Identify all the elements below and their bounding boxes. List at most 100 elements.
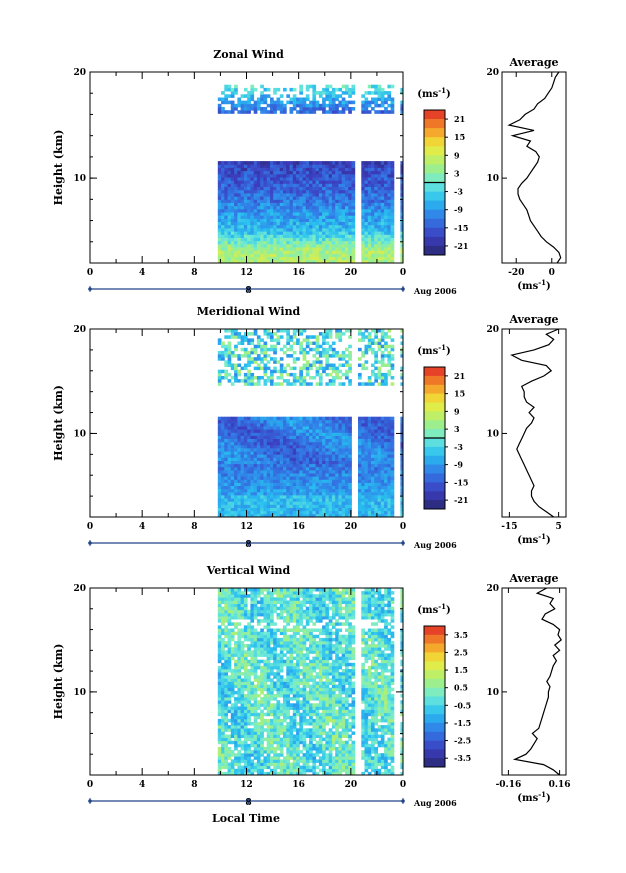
heatmap-cell <box>384 193 388 197</box>
heatmap-cell <box>247 662 251 667</box>
heatmap-cell <box>309 250 313 254</box>
heatmap-cell <box>292 107 297 111</box>
heatmap-cell <box>302 419 307 424</box>
heatmap-cell <box>358 495 362 499</box>
heatmap-cell <box>377 253 382 258</box>
heatmap-cell <box>240 495 245 499</box>
heatmap-cell <box>338 454 343 458</box>
heatmap-cell <box>253 186 258 191</box>
heatmap-cell <box>266 212 271 216</box>
heatmap-cell <box>247 460 251 465</box>
heatmap-cell <box>384 170 388 175</box>
heatmap-cell <box>221 438 225 443</box>
heatmap-cell <box>240 715 245 720</box>
heatmap-cell <box>217 173 222 178</box>
heatmap-cell <box>302 234 307 238</box>
heatmap-cell <box>299 247 303 251</box>
heatmap-cell <box>302 205 307 210</box>
heatmap-cell <box>270 218 274 222</box>
heatmap-cell <box>338 457 343 461</box>
heatmap-cell <box>270 479 274 483</box>
heatmap-cell <box>256 504 261 508</box>
heatmap-cell <box>371 432 375 436</box>
heatmap-cell <box>338 444 343 449</box>
heatmap-cell <box>390 218 395 222</box>
heatmap-cell <box>247 678 251 682</box>
heatmap-cell <box>322 369 326 374</box>
heatmap-cell <box>279 256 284 261</box>
heatmap-cell <box>351 256 356 261</box>
heatmap-cell <box>260 435 264 439</box>
heatmap-cell <box>400 100 404 105</box>
colorbar-label: -9 <box>454 460 463 470</box>
heatmap-cell <box>243 591 248 595</box>
heatmap-cell <box>253 382 258 386</box>
day-marker: 8 <box>245 286 251 296</box>
heatmap-cell <box>230 196 235 200</box>
heatmap-cell <box>380 423 385 427</box>
heatmap-cell <box>273 221 277 226</box>
heatmap-cell <box>380 186 385 191</box>
heatmap-cell <box>305 416 310 421</box>
heatmap-cell <box>322 479 326 483</box>
heatmap-cell <box>400 170 404 175</box>
heatmap-cell <box>302 329 307 333</box>
heatmap-cell <box>390 250 395 254</box>
heatmap-cell <box>387 240 392 245</box>
heatmap-cell <box>283 237 287 242</box>
heatmap-cell <box>387 205 392 210</box>
heatmap-cell <box>266 202 271 207</box>
heatmap-cell <box>348 429 352 433</box>
heatmap-cell <box>384 215 388 219</box>
heatmap-cell <box>260 432 264 436</box>
heatmap-cell <box>292 332 297 336</box>
heatmap-cell <box>305 103 310 108</box>
heatmap-cell <box>283 369 287 374</box>
heatmap-cell <box>374 482 378 486</box>
heatmap-cell <box>243 441 248 446</box>
heatmap-cell <box>384 498 388 502</box>
heatmap-cell <box>250 473 255 477</box>
heatmap-cell <box>230 622 235 626</box>
heatmap-cell <box>240 641 245 645</box>
heatmap-cell <box>400 491 404 496</box>
heatmap-cell <box>234 591 238 595</box>
heatmap-cell <box>318 435 323 439</box>
heatmap-cell <box>309 376 313 380</box>
heatmap-cell <box>263 473 268 477</box>
heatmap-cell <box>243 700 248 704</box>
heatmap-cell <box>250 451 255 455</box>
heatmap-cell <box>250 771 255 776</box>
profile-x-tick-label: 0 <box>549 268 555 278</box>
heatmap-cell <box>247 253 251 258</box>
heatmap-cell <box>315 205 320 210</box>
heatmap-cell <box>322 250 326 254</box>
heatmap-cell <box>325 460 330 465</box>
x-tick-label: 8 <box>191 268 197 278</box>
heatmap-cell <box>367 485 372 490</box>
heatmap-cell <box>371 224 375 229</box>
heatmap-cell <box>315 218 320 222</box>
heatmap-cell <box>243 634 248 639</box>
heatmap-cell <box>217 221 222 226</box>
heatmap-cell <box>351 193 356 197</box>
heatmap-cell <box>299 103 303 108</box>
heatmap-cell <box>234 426 238 430</box>
heatmap-cell <box>335 463 339 468</box>
heatmap-cell <box>237 199 242 203</box>
heatmap-cell <box>227 687 232 692</box>
heatmap-cell <box>240 218 245 222</box>
heatmap-cell <box>247 423 251 427</box>
heatmap-cell <box>221 432 225 436</box>
heatmap-cell <box>318 416 323 421</box>
heatmap-cell <box>234 725 238 729</box>
heatmap-cell <box>390 498 395 502</box>
heatmap-cell <box>312 205 317 210</box>
heatmap-cell <box>253 218 258 222</box>
heatmap-cell <box>390 426 395 430</box>
heatmap-cell <box>325 429 330 433</box>
heatmap-cell <box>221 451 225 455</box>
heatmap-cell <box>384 189 388 194</box>
heatmap-cell <box>237 706 242 710</box>
heatmap-cell <box>345 240 349 245</box>
